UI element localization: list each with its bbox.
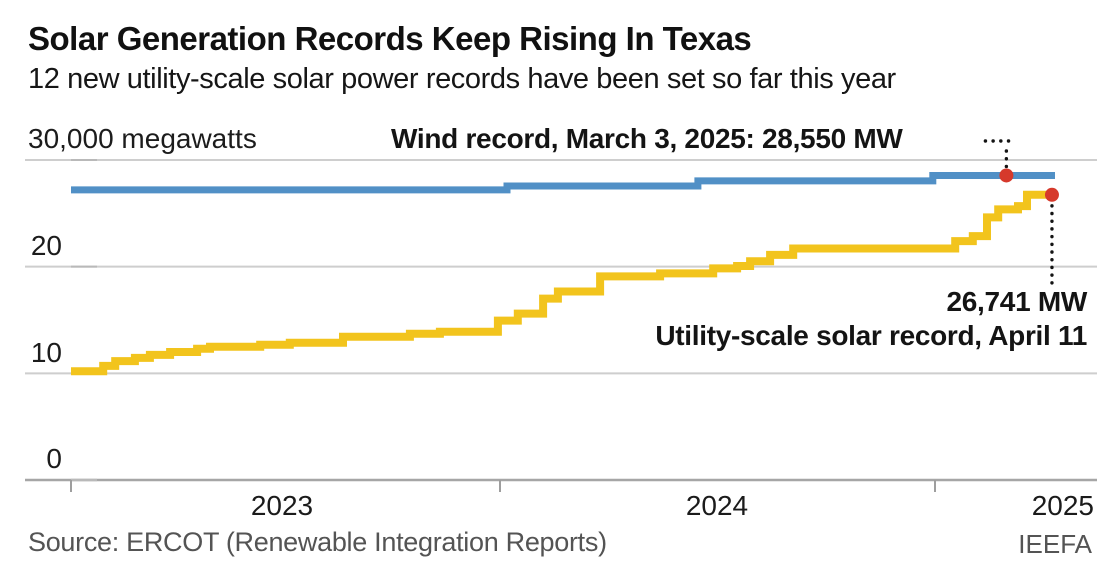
x-tick-label-2023: 2023 bbox=[250, 490, 314, 521]
chart-subtitle: 12 new utility-scale solar power records… bbox=[28, 63, 896, 95]
y-tick-label-20000: 20 bbox=[30, 230, 62, 261]
chart-title: Solar Generation Records Keep Rising In … bbox=[28, 20, 752, 57]
solar-record-value-annotation: 26,741 MW bbox=[946, 286, 1088, 317]
wind-record-step-line bbox=[71, 172, 1055, 194]
y-tick-label-10000: 10 bbox=[30, 337, 62, 368]
x-tick-label-2024: 2024 bbox=[685, 490, 749, 521]
leader-dotted-lines-group bbox=[983, 139, 1054, 288]
y-axis-unit-label: 30,000 megawatts bbox=[28, 123, 257, 154]
source-note: Source: ERCOT (Renewable Integration Rep… bbox=[28, 527, 607, 557]
solar-record-text-annotation: Utility-scale solar record, April 11 bbox=[655, 320, 1087, 351]
credit-logo-text: IEEFA bbox=[1018, 529, 1092, 559]
y-tick-label-0: 0 bbox=[46, 443, 62, 474]
wind-record-annotation: Wind record, March 3, 2025: 28,550 MW bbox=[391, 123, 903, 154]
record-markers-group bbox=[999, 168, 1059, 202]
solar-record-marker-dot bbox=[1044, 187, 1059, 202]
wind-record-marker-dot bbox=[999, 168, 1014, 183]
x-tick-label-2025: 2025 bbox=[1031, 490, 1094, 521]
